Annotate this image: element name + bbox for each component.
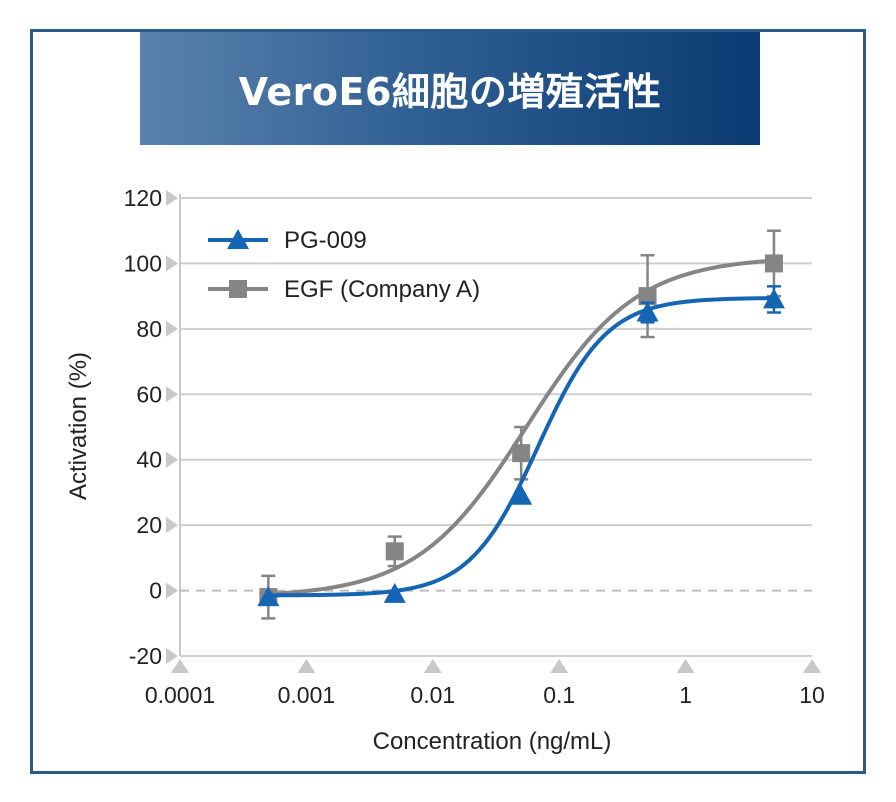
data-point-pg009 <box>762 288 785 309</box>
x-tick-label: 10 <box>799 682 825 708</box>
y-tick-marker <box>166 517 178 534</box>
y-tick-label: 120 <box>124 185 162 211</box>
x-tick-label: 0.1 <box>543 682 575 708</box>
data-point-pg009 <box>636 301 659 322</box>
legend-marker-egf <box>229 280 247 298</box>
y-tick-label: -20 <box>129 643 162 669</box>
legend-marker-pg009 <box>227 229 249 249</box>
data-point-egf <box>764 254 783 273</box>
x-tick-label: 1 <box>679 682 692 708</box>
x-tick-marker <box>676 659 695 673</box>
data-point-pg009 <box>257 586 280 607</box>
x-tick-marker <box>423 659 442 673</box>
y-tick-label: 80 <box>136 316 162 342</box>
x-tick-label: 0.001 <box>278 682 336 708</box>
y-tick-marker <box>166 451 178 468</box>
x-axis-label: Concentration (ng/mL) <box>373 728 612 755</box>
y-tick-marker <box>166 320 178 337</box>
y-tick-label: 20 <box>136 512 162 538</box>
data-point-pg009 <box>510 484 533 505</box>
data-point-egf <box>512 444 531 463</box>
y-tick-marker <box>166 386 178 403</box>
y-tick-label: 100 <box>124 250 162 276</box>
legend-label-egf: EGF (Company A) <box>284 276 480 303</box>
legend: PG-009 EGF (Company A) <box>208 227 480 303</box>
data-point-egf <box>638 287 657 306</box>
y-tick-label: 0 <box>149 578 162 604</box>
y-tick-marker <box>166 255 178 272</box>
x-tick-marker <box>297 659 316 673</box>
y-tick-marker <box>166 582 178 599</box>
y-tick-label: 40 <box>136 447 162 473</box>
y-axis-label: Activation (%) <box>65 352 92 500</box>
legend-label-pg009: PG-009 <box>284 227 367 254</box>
data-point-pg009 <box>383 582 406 603</box>
x-tick-label: 0.0001 <box>145 682 215 708</box>
series-layer <box>257 229 785 620</box>
chart-title: VeroE6細胞の増殖活性 <box>238 70 662 114</box>
chart-frame <box>30 29 866 774</box>
x-tick-marker <box>171 659 189 673</box>
x-tick-label: 0.01 <box>410 682 455 708</box>
fit-curve-pg009 <box>268 296 774 598</box>
y-tick-label: 60 <box>136 381 162 407</box>
y-tick-marker <box>166 190 178 206</box>
series-pg009 <box>257 285 785 607</box>
data-point-egf <box>385 542 404 561</box>
x-tick-marker <box>550 659 569 673</box>
x-tick-marker <box>803 659 821 673</box>
y-tick-marker <box>166 648 178 664</box>
title-banner: VeroE6細胞の増殖活性 <box>140 32 760 145</box>
axis-layer: Activation (%) Concentration (ng/mL) -20… <box>65 185 825 755</box>
